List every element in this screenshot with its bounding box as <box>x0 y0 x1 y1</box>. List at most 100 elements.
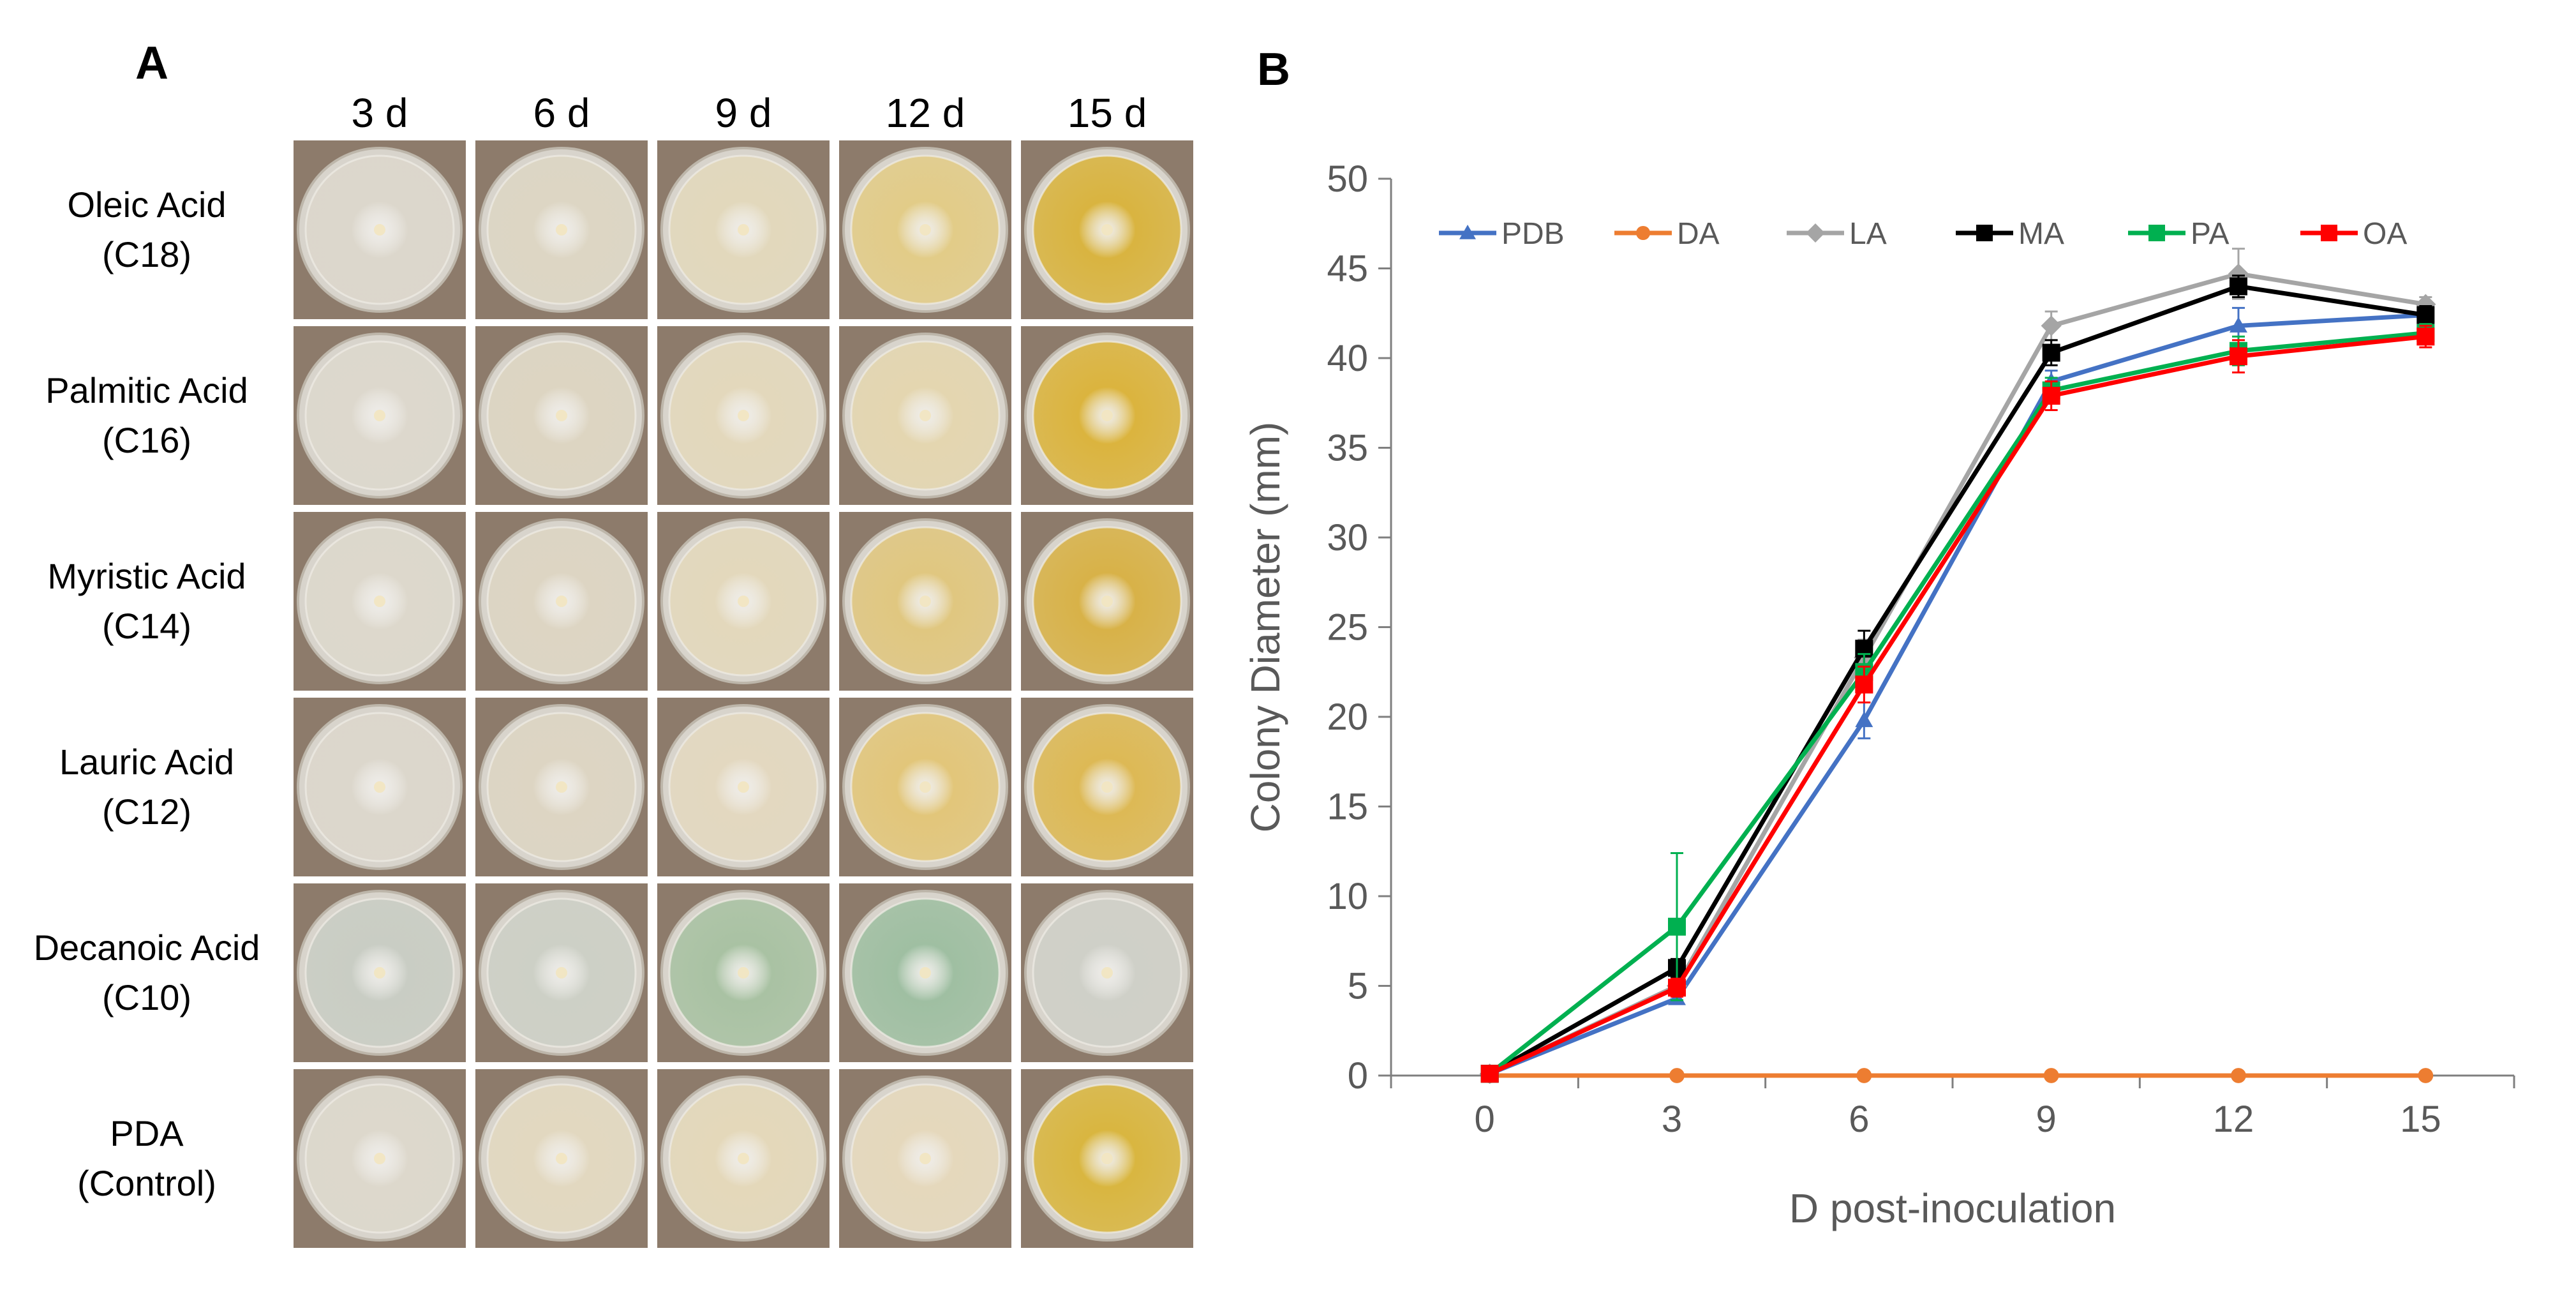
legend-label: LA <box>1849 217 1887 251</box>
legend-marker <box>1459 225 1476 239</box>
panel-a-label: A <box>135 38 168 89</box>
x-tick-label: 12 <box>2213 1099 2254 1140</box>
data-point <box>2042 387 2060 405</box>
series-line <box>1488 331 2426 1076</box>
y-tick-label: 25 <box>1327 607 1368 649</box>
petri-plate-photo <box>294 512 466 691</box>
column-header: 15 d <box>1067 90 1147 136</box>
row-label: Lauric Acid (C12) <box>0 737 294 837</box>
y-tick-label: 5 <box>1348 966 1368 1007</box>
series-line <box>1489 313 2426 1076</box>
legend-label: OA <box>2363 217 2407 251</box>
column-header: 12 d <box>885 90 965 136</box>
column-header: 6 d <box>533 90 590 136</box>
column-header: 9 d <box>715 90 772 136</box>
row-label-code: (C10) <box>101 977 192 1017</box>
series-line <box>1488 284 2426 1076</box>
petri-plate-photo <box>839 512 1011 691</box>
data-point <box>2231 1068 2246 1083</box>
x-axis-title: D post-inoculation <box>1789 1185 2116 1231</box>
petri-plate-photo <box>294 883 466 1062</box>
petri-plate-photo <box>839 1069 1011 1248</box>
data-point <box>2043 1068 2059 1083</box>
x-tick-label: 0 <box>1475 1099 1495 1140</box>
petri-plate-photo <box>475 326 648 505</box>
y-tick-label: 15 <box>1327 786 1368 828</box>
petri-plate-photo <box>839 140 1011 319</box>
petri-plate-photo <box>1021 512 1193 691</box>
legend-item: OA <box>2300 217 2407 251</box>
legend-item: MA <box>1956 217 2064 251</box>
data-point <box>1668 917 1686 936</box>
series-oa <box>1480 324 2435 1083</box>
y-tick-label: 30 <box>1327 517 1368 559</box>
data-point <box>1668 979 1686 997</box>
row-label: Oleic Acid (C18) <box>0 180 294 280</box>
row-label-name: Palmitic Acid <box>45 370 248 410</box>
legend-item: PA <box>2128 217 2229 251</box>
row-label-name: PDA <box>110 1113 184 1153</box>
legend-label: PA <box>2191 217 2229 251</box>
x-tick-label: 15 <box>2400 1099 2441 1140</box>
data-point <box>1480 1065 1499 1083</box>
y-tick-label: 50 <box>1327 158 1368 200</box>
y-tick-label: 10 <box>1327 876 1368 917</box>
petri-plate-photo <box>294 326 466 505</box>
row-label-name: Lauric Acid <box>59 742 234 782</box>
petri-plate-photo <box>839 326 1011 505</box>
legend-item: LA <box>1787 217 1887 251</box>
y-axis-title: Colony Diameter (mm) <box>1242 422 1288 833</box>
row-label-code: (Control) <box>77 1163 216 1203</box>
row-label-code: (C18) <box>101 234 192 274</box>
petri-plate-photo <box>657 326 830 505</box>
data-point <box>2042 343 2060 362</box>
y-tick-label: 20 <box>1327 696 1368 738</box>
row-label-name: Decanoic Acid <box>33 927 260 968</box>
legend-marker <box>1976 225 1993 241</box>
legend-label: DA <box>1677 217 1720 251</box>
column-headers: 3 d 6 d 9 d 12 d 15 d <box>294 89 1184 140</box>
column-header: 3 d <box>351 90 408 136</box>
row-label-name: Myristic Acid <box>47 556 246 596</box>
petri-plate-photo <box>475 1069 648 1248</box>
data-point <box>2230 317 2247 333</box>
data-point <box>1855 711 1873 728</box>
petri-plate-photo <box>1021 883 1193 1062</box>
petri-plate-photo <box>839 883 1011 1062</box>
petri-plate-photo <box>657 512 830 691</box>
legend-item: DA <box>1614 217 1720 251</box>
row-label: PDA (Control) <box>0 1109 294 1208</box>
petri-plate-photo <box>657 140 830 319</box>
colony-diameter-chart: 0 5 10 15 20 25 30 35 40 45 50 0 3 6 9 12 15 D post-inocu… <box>1242 158 2515 1231</box>
petri-plate-photo <box>294 140 466 319</box>
x-tick-label: 6 <box>1849 1099 1869 1140</box>
petri-plate-photo <box>475 883 648 1062</box>
data-point <box>2230 277 2247 296</box>
row-label: Myristic Acid (C14) <box>0 551 294 651</box>
petri-plate-photo <box>1021 140 1193 319</box>
petri-plate-photo <box>839 698 1011 876</box>
legend-label: MA <box>2018 217 2064 251</box>
petri-plate-photo <box>657 698 830 876</box>
data-point <box>2418 1068 2434 1083</box>
petri-plate-photo <box>1021 1069 1193 1248</box>
data-point <box>2416 306 2435 324</box>
legend-marker <box>2148 225 2165 241</box>
row-label-code: (C12) <box>101 792 192 832</box>
row-label-name: Oleic Acid <box>67 184 227 225</box>
data-point <box>2230 347 2247 366</box>
y-tick-label: 0 <box>1348 1055 1368 1097</box>
legend-marker <box>2321 225 2337 241</box>
series-line <box>1489 334 2426 1076</box>
series-da <box>1482 1068 2434 1083</box>
petri-plate-photo <box>1021 326 1193 505</box>
petri-plate-photo <box>475 512 648 691</box>
row-label-code: (C16) <box>101 420 192 460</box>
legend-marker <box>1806 223 1825 243</box>
data-point <box>1855 675 1873 694</box>
series-pa <box>1480 323 2435 1083</box>
data-point <box>2416 327 2435 346</box>
series-la <box>1479 248 2436 1084</box>
legend-marker <box>1635 225 1651 241</box>
